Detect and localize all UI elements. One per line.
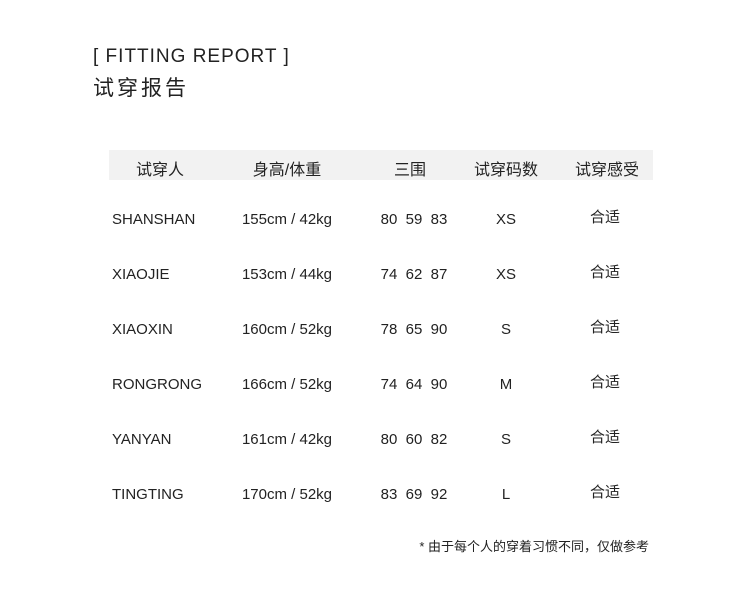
fit-feel: 合适 [589, 374, 621, 391]
table-row: XIAOXIN 160cm / 52kg 78 65 90 S 合适 [0, 319, 750, 345]
table-header: 试穿人 身高/体重 三围 试穿码数 试穿感受 [109, 150, 653, 180]
measurements: 80 60 82 [380, 431, 448, 448]
measurements: 83 69 92 [380, 486, 448, 503]
size: XS [495, 211, 517, 228]
fit-feel: 合适 [589, 209, 621, 226]
tester-name: XIAOJIE [112, 266, 170, 283]
tester-name: TINGTING [112, 486, 184, 503]
header-tester: 试穿人 [135, 162, 185, 179]
header-size: 试穿码数 [473, 162, 539, 179]
height-weight: 160cm / 52kg [241, 321, 333, 338]
height-weight: 153cm / 44kg [241, 266, 333, 283]
measurements: 80 59 83 [380, 211, 448, 228]
height-weight: 155cm / 42kg [241, 211, 333, 228]
table-row: TINGTING 170cm / 52kg 83 69 92 L 合适 [0, 484, 750, 510]
fit-feel: 合适 [589, 484, 621, 501]
fit-feel: 合适 [589, 319, 621, 336]
table-row: XIAOJIE 153cm / 44kg 74 62 87 XS 合适 [0, 264, 750, 290]
size: L [501, 486, 511, 503]
height-weight: 161cm / 42kg [241, 431, 333, 448]
table-row: YANYAN 161cm / 42kg 80 60 82 S 合适 [0, 429, 750, 455]
report-title-cn: 试穿报告 [93, 77, 189, 100]
measurements: 74 62 87 [380, 266, 448, 283]
header-feel: 试穿感受 [574, 162, 640, 179]
header-height-weight: 身高/体重 [252, 162, 322, 179]
size: M [499, 376, 513, 393]
report-title-en: [ FITTING REPORT ] [93, 46, 290, 67]
measurements: 74 64 90 [380, 376, 448, 393]
height-weight: 170cm / 52kg [241, 486, 333, 503]
tester-name: SHANSHAN [112, 211, 196, 228]
tester-name: RONGRONG [112, 376, 202, 393]
size: S [500, 431, 512, 448]
header-measurements: 三围 [393, 162, 427, 179]
height-weight: 166cm / 52kg [241, 376, 333, 393]
fit-feel: 合适 [589, 264, 621, 281]
size: XS [495, 266, 517, 283]
tester-name: YANYAN [112, 431, 172, 448]
measurements: 78 65 90 [380, 321, 448, 338]
disclaimer-note: * 由于每个人的穿着习惯不同，仅做参考 [419, 539, 649, 554]
fit-feel: 合适 [589, 429, 621, 446]
table-row: SHANSHAN 155cm / 42kg 80 59 83 XS 合适 [0, 209, 750, 235]
size: S [500, 321, 512, 338]
tester-name: XIAOXIN [112, 321, 173, 338]
table-row: RONGRONG 166cm / 52kg 74 64 90 M 合适 [0, 374, 750, 400]
